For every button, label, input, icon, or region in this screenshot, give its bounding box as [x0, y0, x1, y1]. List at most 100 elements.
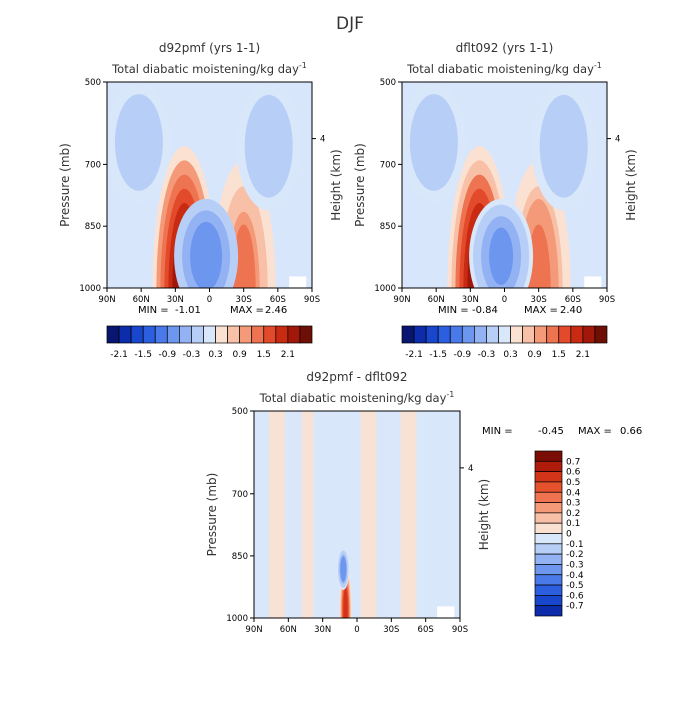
x-tick-label: 30S: [236, 295, 252, 305]
colorbar-swatch: [486, 325, 499, 344]
colorbar-swatch: [594, 325, 608, 344]
y-tick-label: 1000: [226, 614, 248, 624]
x-tick-label: 90N: [98, 295, 115, 305]
colorbar-swatch: [534, 460, 563, 472]
colorbar-label: 0.5: [566, 478, 580, 488]
contour-3-5: [489, 227, 514, 286]
chart-title: dflt092 (yrs 1-1): [456, 41, 554, 55]
y-right-axis-label: Height (km): [477, 479, 491, 550]
colorbar-swatch: [154, 325, 168, 344]
contour-7-5: [343, 587, 348, 618]
colorbar-label: 2.1: [576, 350, 590, 360]
x-tick-label: 30N: [167, 295, 184, 305]
x-tick-label: 60S: [565, 295, 581, 305]
colorbar-swatch: [106, 325, 120, 344]
colorbar-label: -0.5: [566, 581, 584, 591]
min-value: -1.01: [175, 305, 201, 316]
colorbar-swatch: [203, 325, 216, 344]
y-tick-label: 500: [85, 78, 101, 88]
y-tick-label: 850: [85, 222, 101, 232]
colorbar-swatch: [275, 325, 289, 344]
chart-1: d92pmf (yrs 1-1) Total diabatic moistenin…: [58, 41, 343, 360]
contour-5-5: [256, 114, 281, 179]
stripe-3: [400, 411, 417, 618]
colorbar-swatch: [239, 325, 253, 344]
colorbar-label: 0.4: [566, 488, 581, 498]
x-tick-label: 30N: [314, 625, 331, 635]
colorbar-swatch: [534, 574, 563, 586]
colorbar-swatch: [534, 553, 563, 565]
plot-area: [402, 82, 607, 288]
min-label: MIN =: [138, 305, 169, 316]
contour-8-5: [341, 558, 346, 580]
x-tick-label: 0: [502, 295, 507, 305]
colorbar-swatch: [522, 325, 535, 344]
colorbar-label: -0.3: [478, 350, 496, 360]
y-tick-label: 700: [232, 490, 248, 500]
colorbar-swatch: [534, 533, 563, 545]
chart-3: d92pmf - dflt092 Total diabatic moistenin…: [205, 370, 642, 635]
subtitle-superscript: -1: [299, 61, 307, 70]
colorbar-swatch: [227, 325, 240, 344]
x-tick-label: 90S: [304, 295, 320, 305]
colorbar: -2.1 -1.5 -0.9 -0.3 0.3 0.9 1.5 2.1: [106, 325, 313, 360]
x-tick-label: 30N: [462, 295, 479, 305]
subtitle-text: Total diabatic moistening/kg day: [111, 62, 299, 76]
chart-title: d92pmf (yrs 1-1): [159, 41, 260, 55]
max-label: MAX =: [578, 426, 612, 437]
chart-2: dflt092 (yrs 1-1) Total diabatic moisteni…: [353, 41, 638, 360]
y-tick-label: 700: [380, 160, 396, 170]
chart-title: d92pmf - dflt092: [306, 370, 407, 384]
colorbar-label: -1.5: [134, 350, 152, 360]
missing-patch: [584, 276, 602, 288]
x-tick-label: 90N: [393, 295, 410, 305]
colorbar-label: -0.6: [566, 591, 584, 601]
stripe-0: [268, 411, 285, 618]
contour-4-5: [126, 112, 151, 173]
colorbar-label: -1.5: [429, 350, 447, 360]
contour-5-5: [551, 114, 576, 179]
colorbar-label: -0.3: [183, 350, 201, 360]
colorbar-swatch: [166, 325, 180, 344]
subtitle-superscript: -1: [446, 390, 454, 399]
x-tick-label: 90S: [452, 625, 468, 635]
y-right-tick-label: 4: [615, 135, 620, 145]
colorbar-label: 0.7: [566, 457, 580, 467]
max-value: 2.46: [265, 305, 287, 316]
colorbar-label: -0.9: [159, 350, 177, 360]
plot-area: [254, 411, 460, 618]
stripe-2: [360, 411, 377, 618]
y-right-tick-label: 4: [468, 464, 473, 474]
min-value: -0.45: [538, 426, 564, 437]
colorbar-label: 0.3: [503, 350, 517, 360]
min-value: -0.84: [472, 305, 498, 316]
subtitle-text: Total diabatic moistening/kg day: [259, 391, 447, 405]
colorbar-swatch: [474, 325, 487, 344]
x-tick-label: 0: [354, 625, 359, 635]
colorbar-label: 0.9: [232, 350, 247, 360]
colorbar-swatch: [582, 325, 596, 344]
min-label: MIN =: [482, 426, 513, 437]
colorbar-swatch: [534, 543, 563, 555]
y-right-axis-label: Height (km): [329, 149, 343, 220]
colorbar-swatch: [534, 584, 563, 596]
colorbar-swatch: [179, 325, 192, 344]
colorbar-swatch: [425, 325, 439, 344]
colorbar-swatch: [546, 325, 560, 344]
max-label: MAX =: [230, 305, 264, 316]
y-tick-label: 500: [232, 407, 248, 417]
colorbar-label: 0: [566, 530, 572, 540]
max-value: 0.66: [620, 426, 642, 437]
x-tick-label: 60N: [428, 295, 445, 305]
colorbar-swatch: [534, 450, 563, 462]
max-value: 2.40: [560, 305, 582, 316]
colorbar-label: -0.9: [454, 350, 472, 360]
colorbar-swatch: [263, 325, 277, 344]
colorbar: -2.1 -1.5 -0.9 -0.3 0.3 0.9 1.5 2.1: [401, 325, 608, 360]
y-tick-label: 1000: [374, 284, 396, 294]
max-label: MAX =: [524, 305, 558, 316]
colorbar-swatch: [449, 325, 463, 344]
missing-patch: [437, 606, 455, 618]
background-field: [254, 411, 460, 618]
